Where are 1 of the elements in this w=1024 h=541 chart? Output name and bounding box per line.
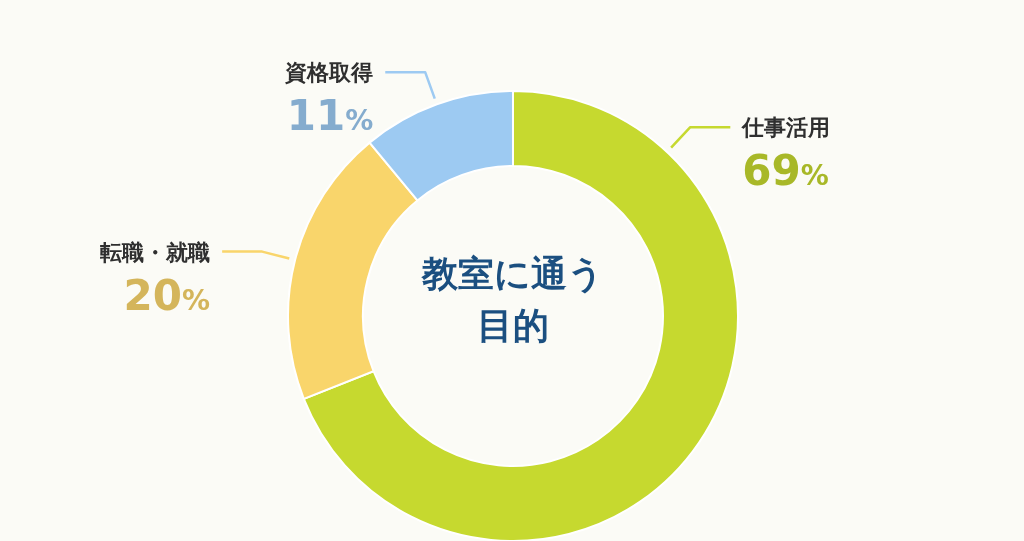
text: 教室に通う目的: [420, 252, 605, 349]
